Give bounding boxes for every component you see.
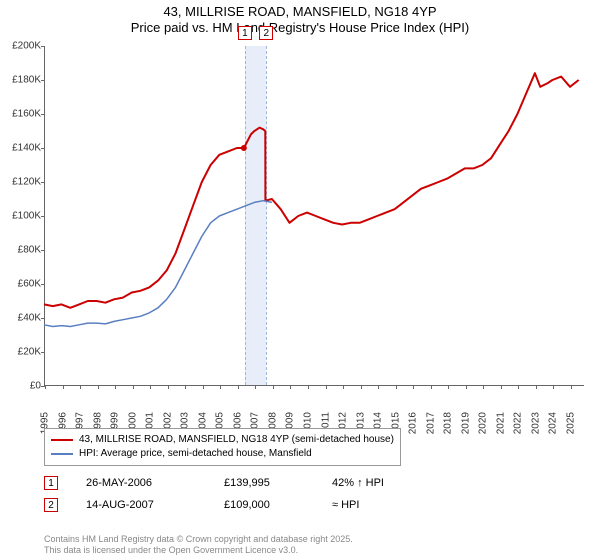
y-tick-label: £60K [1,279,41,290]
y-tick-label: £40K [1,313,41,324]
chart-title: 43, MILLRISE ROAD, MANSFIELD, NG18 4YP P… [0,0,600,37]
footer-line2: This data is licensed under the Open Gov… [44,545,353,556]
sale-row-date: 26-MAY-2006 [86,477,196,489]
line-series-svg [44,46,584,386]
y-tick-label: £20K [1,347,41,358]
legend-label: 43, MILLRISE ROAD, MANSFIELD, NG18 4YP (… [79,433,394,447]
x-tick-label: 2025 [565,412,576,434]
legend-swatch [51,439,73,441]
x-tick-label: 2020 [478,412,489,434]
sale-row-price: £109,000 [224,499,304,511]
y-tick-label: £160K [1,109,41,120]
x-tick-label: 2023 [530,412,541,434]
x-tick-label: 2017 [425,412,436,434]
title-subtitle: Price paid vs. HM Land Registry's House … [0,20,600,36]
sale-row: 1 26-MAY-2006 £139,995 42% ↑ HPI [44,476,422,490]
y-tick-label: £200K [1,41,41,52]
legend-row: HPI: Average price, semi-detached house,… [51,447,394,461]
sale-row: 2 14-AUG-2007 £109,000 ≈ HPI [44,498,422,512]
x-tick-label: 2021 [495,412,506,434]
sale-row-marker: 2 [44,498,58,512]
legend-label: HPI: Average price, semi-detached house,… [79,447,312,461]
x-tick-label: 2022 [513,412,524,434]
chart-container: 43, MILLRISE ROAD, MANSFIELD, NG18 4YP P… [0,0,600,560]
series-hpi-line [44,201,272,327]
x-tick-label: 2024 [548,412,559,434]
y-tick-label: £100K [1,211,41,222]
y-tick-label: £180K [1,75,41,86]
x-tick-label: 2018 [443,412,454,434]
legend: 43, MILLRISE ROAD, MANSFIELD, NG18 4YP (… [44,428,401,466]
sale-row-marker: 1 [44,476,58,490]
sale-marker-1: 1 [238,26,252,40]
sales-table: 1 26-MAY-2006 £139,995 42% ↑ HPI 2 14-AUG-200… [44,476,422,520]
sale-row-date: 14-AUG-2007 [86,499,196,511]
legend-swatch [51,453,73,455]
footer-line1: Contains HM Land Registry data © Crown c… [44,534,353,545]
plot-area: £0£20K£40K£60K£80K£100K£120K£140K£160K£1… [44,46,584,386]
title-address: 43, MILLRISE ROAD, MANSFIELD, NG18 4YP [0,4,600,20]
y-tick-label: £140K [1,143,41,154]
attribution-footer: Contains HM Land Registry data © Crown c… [44,534,353,556]
sale-marker-2: 2 [259,26,273,40]
legend-row: 43, MILLRISE ROAD, MANSFIELD, NG18 4YP (… [51,433,394,447]
sale-row-relative: 42% ↑ HPI [332,477,422,489]
sale-row-price: £139,995 [224,477,304,489]
y-tick-label: £0 [1,381,41,392]
x-tick-label: 2016 [408,412,419,434]
sale-row-relative: ≈ HPI [332,499,422,511]
sale-point-1 [241,145,247,151]
series-property-line [44,73,579,308]
x-tick-label: 2019 [460,412,471,434]
y-tick-label: £80K [1,245,41,256]
y-tick-label: £120K [1,177,41,188]
